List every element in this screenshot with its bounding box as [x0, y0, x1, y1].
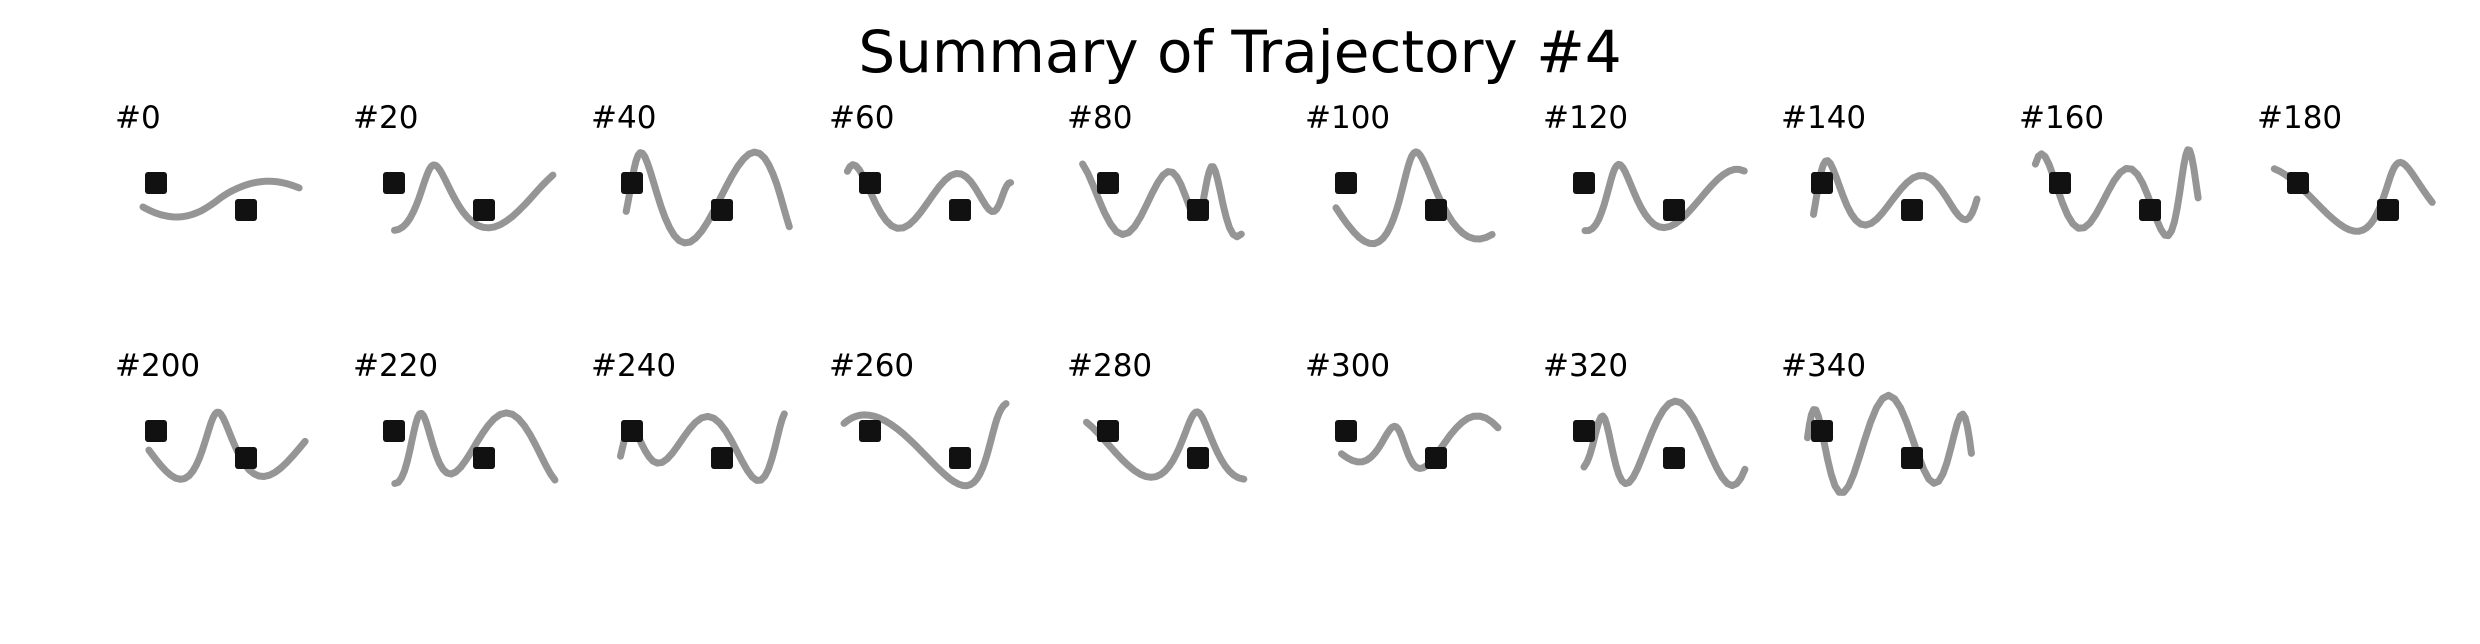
rope	[1338, 412, 1502, 472]
panel-label: #60	[829, 100, 894, 136]
panel: #20	[353, 100, 557, 234]
panel-label: #0	[115, 100, 161, 136]
panel-label: #320	[1543, 348, 1628, 384]
rope	[391, 409, 559, 487]
panel-label: #20	[353, 100, 418, 136]
panel-label: #40	[591, 100, 656, 136]
panel: #80	[1067, 100, 1245, 241]
rope	[1581, 160, 1748, 235]
panel: #40	[591, 100, 793, 247]
figure-title: Summary of Trajectory #4	[858, 18, 1621, 86]
gripper	[145, 172, 167, 194]
gripper	[2049, 172, 2071, 194]
panel: #60	[829, 100, 1015, 232]
panel-label: #240	[591, 348, 676, 384]
rope	[840, 400, 1010, 490]
gripper	[1187, 199, 1209, 221]
panel-label: #220	[353, 348, 438, 384]
gripper	[145, 420, 167, 442]
gripper	[383, 172, 405, 194]
gripper	[473, 447, 495, 469]
gripper	[1663, 447, 1685, 469]
gripper	[2287, 172, 2309, 194]
panel: #240	[591, 348, 788, 484]
gripper	[1901, 447, 1923, 469]
gripper	[711, 199, 733, 221]
gripper	[1811, 172, 1833, 194]
panel-label: #180	[2257, 100, 2342, 136]
gripper	[1901, 199, 1923, 221]
panel: #100	[1305, 100, 1496, 248]
gripper	[235, 447, 257, 469]
gripper	[1663, 199, 1685, 221]
gripper	[949, 447, 971, 469]
gripper	[2377, 199, 2399, 221]
gripper	[1811, 420, 1833, 442]
panel-label: #280	[1067, 348, 1152, 384]
panel-label: #120	[1543, 100, 1628, 136]
rope	[139, 177, 303, 221]
rope	[145, 408, 309, 483]
gripper	[235, 199, 257, 221]
panel-label: #80	[1067, 100, 1132, 136]
panel: #220	[353, 348, 559, 487]
panel: #320	[1543, 348, 1749, 490]
gripper	[2139, 199, 2161, 221]
panel: #260	[829, 348, 1010, 490]
gripper	[1425, 199, 1447, 221]
gripper	[621, 172, 643, 194]
panel-label: #100	[1305, 100, 1390, 136]
panel-label: #340	[1781, 348, 1866, 384]
panel-label: #160	[2019, 100, 2104, 136]
panel-label: #300	[1305, 348, 1390, 384]
rope	[1332, 148, 1496, 248]
panel-label: #140	[1781, 100, 1866, 136]
rope	[1810, 157, 1981, 229]
panel: #300	[1305, 348, 1502, 472]
panel: #340	[1781, 348, 1975, 496]
rope	[1083, 408, 1248, 483]
panel: #280	[1067, 348, 1248, 483]
panel: #120	[1543, 100, 1748, 235]
rope	[2031, 146, 2202, 240]
gripper	[1097, 420, 1119, 442]
panel: #180	[2257, 100, 2436, 235]
panel-label: #200	[115, 348, 200, 384]
panel: #140	[1781, 100, 1981, 229]
rope	[1580, 397, 1749, 490]
panel: #200	[115, 348, 309, 483]
panel: #160	[2019, 100, 2202, 240]
rope	[2270, 158, 2436, 235]
gripper	[1187, 447, 1209, 469]
gripper	[1573, 172, 1595, 194]
gripper	[949, 199, 971, 221]
gripper	[1335, 172, 1357, 194]
gripper	[621, 420, 643, 442]
gripper	[473, 199, 495, 221]
gripper	[1573, 420, 1595, 442]
gripper	[1425, 447, 1447, 469]
gripper	[859, 420, 881, 442]
panel-label: #260	[829, 348, 914, 384]
panel: #0	[115, 100, 303, 221]
gripper	[859, 172, 881, 194]
rope	[391, 161, 557, 234]
gripper	[383, 420, 405, 442]
gripper	[1335, 420, 1357, 442]
rope	[622, 148, 793, 247]
gripper	[711, 447, 733, 469]
gripper	[1097, 172, 1119, 194]
